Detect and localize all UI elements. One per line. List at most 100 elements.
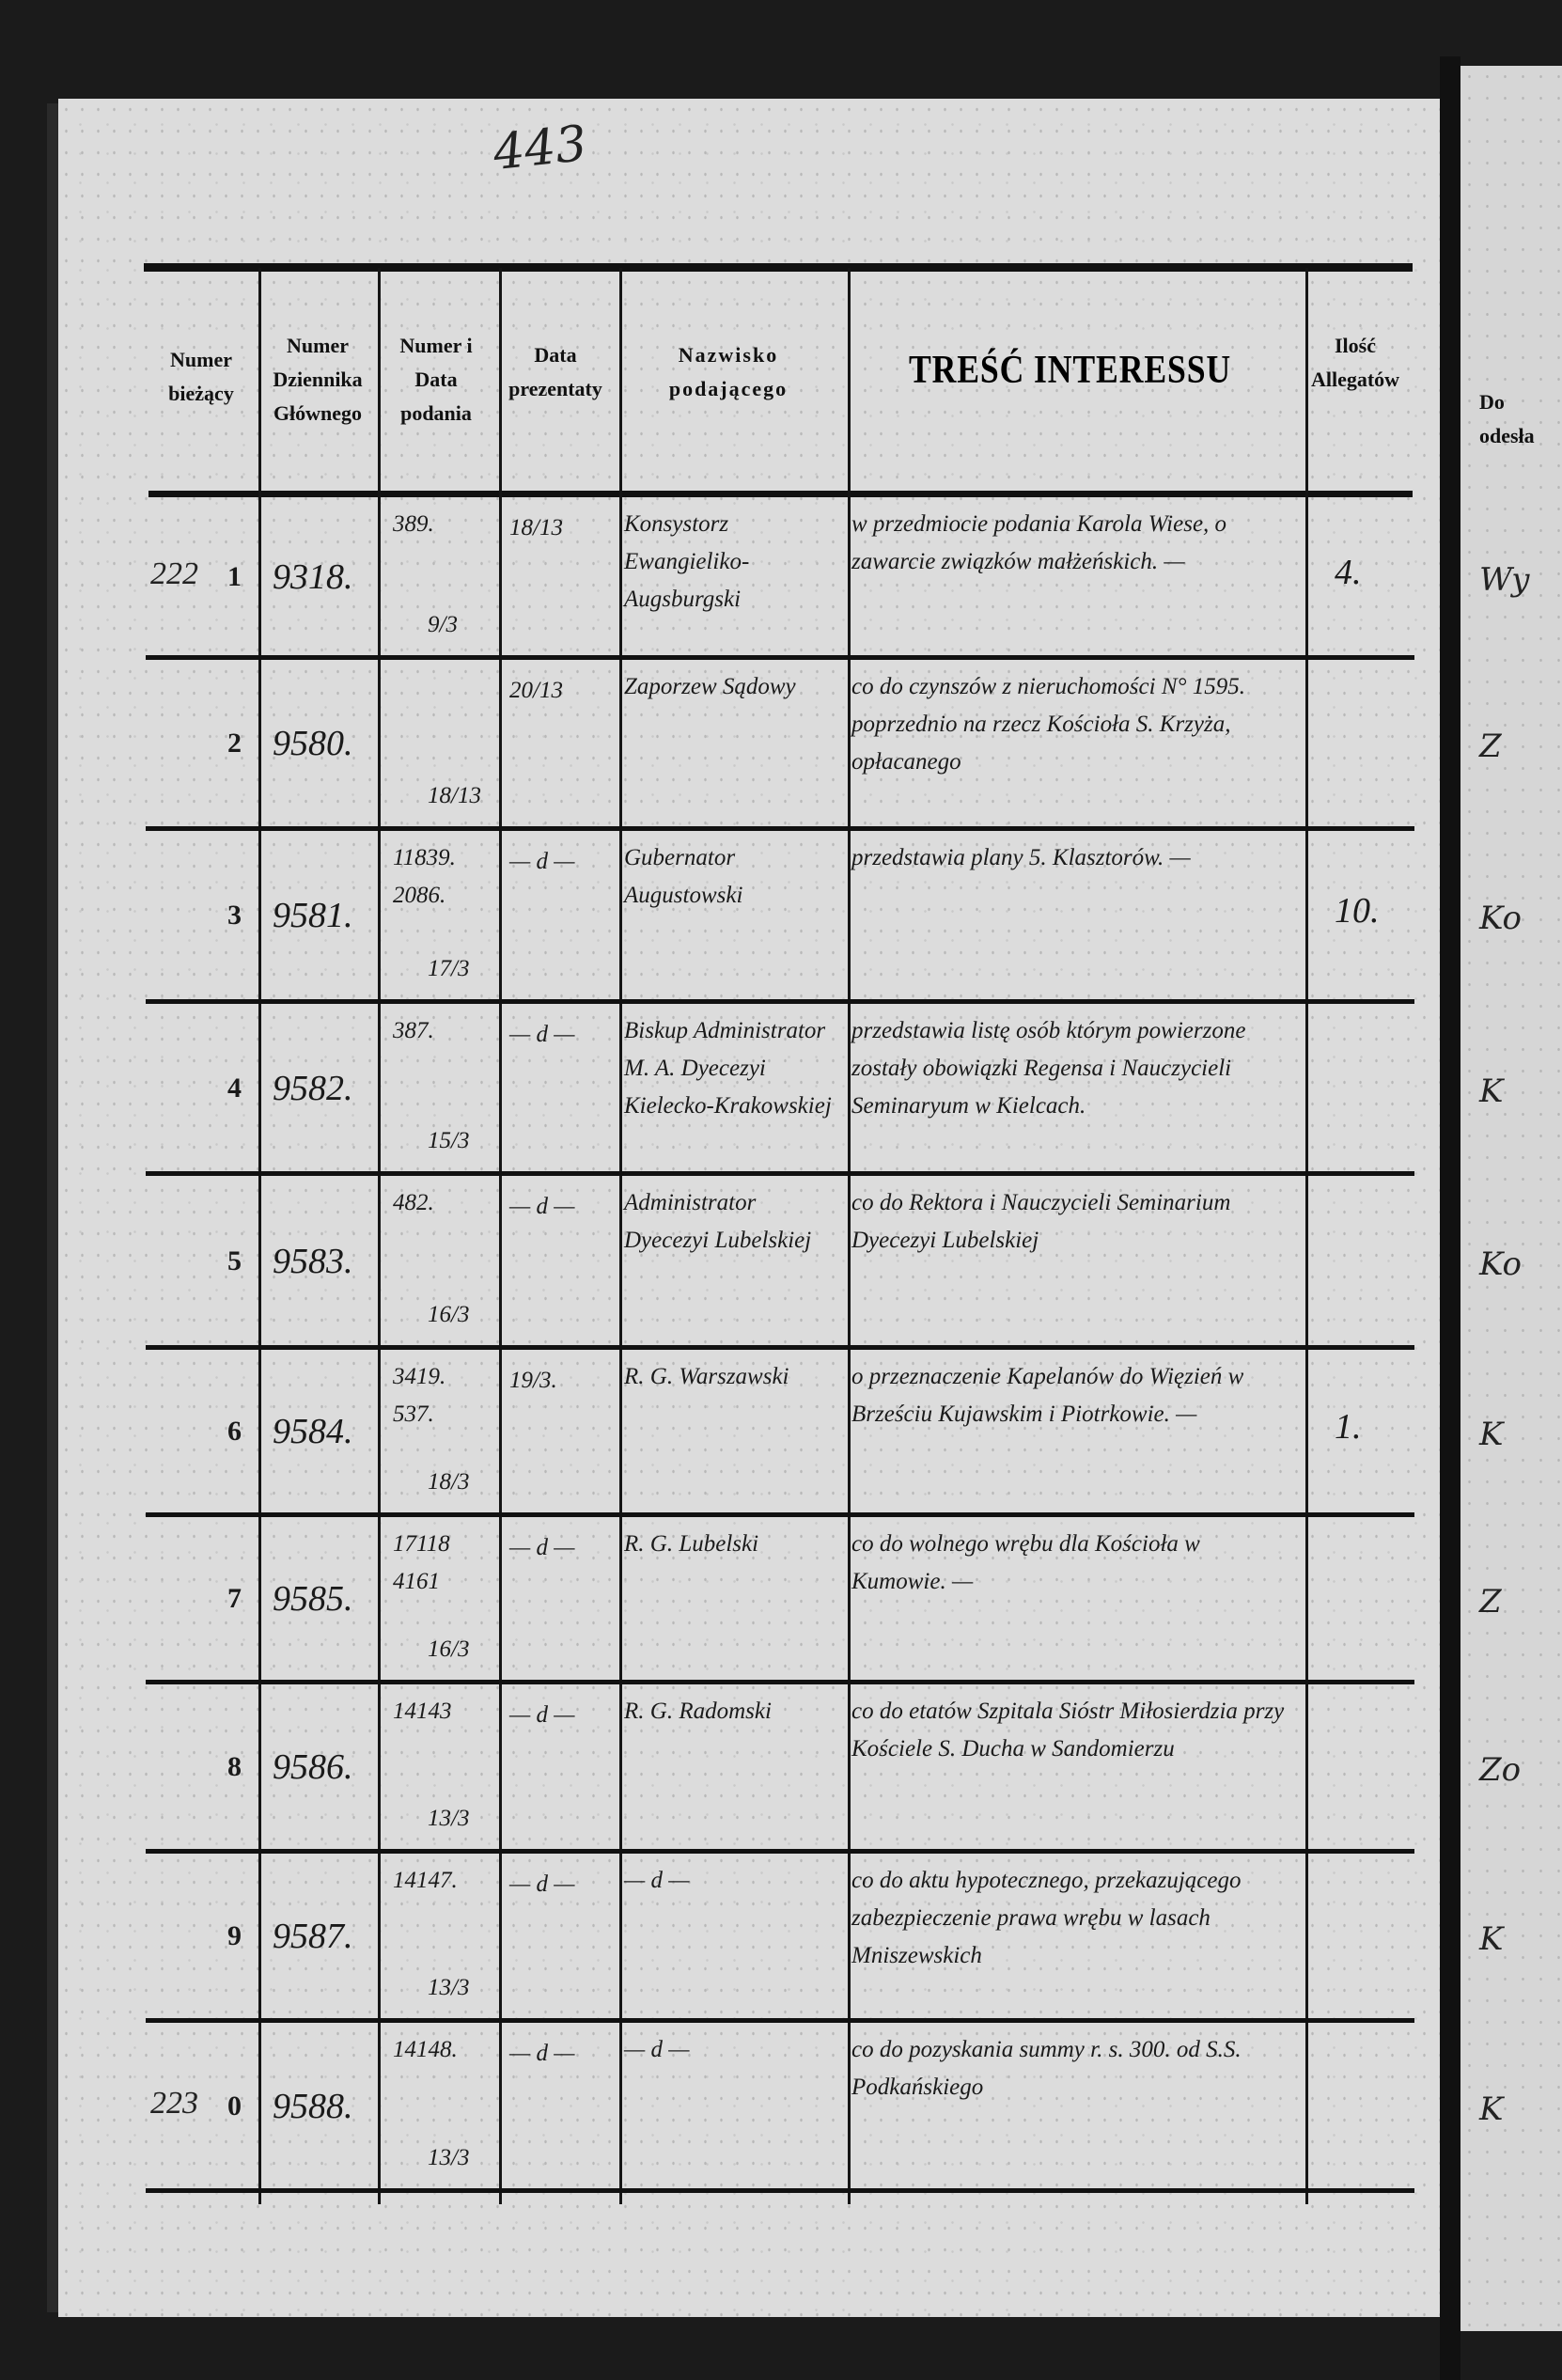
petition-date: 18/13 bbox=[428, 783, 481, 808]
petitioner-name: Zaporzew Sądowy bbox=[624, 674, 796, 699]
column-line bbox=[258, 268, 261, 2204]
ledger-row: 9 9587. 14147. 13/3 — d — — d — co do aktu hyp… bbox=[141, 1855, 1414, 2024]
row-rule bbox=[146, 655, 1414, 660]
presentation-date: 19/3. bbox=[509, 1368, 557, 1393]
petition-number: 14147. bbox=[393, 1868, 458, 1893]
petition-number: 387. bbox=[393, 1018, 434, 1043]
presentation-date: 20/13 bbox=[509, 678, 563, 703]
row-number: 5 bbox=[227, 1245, 242, 1276]
petitioner-name: R. G. Warszawski bbox=[624, 1364, 789, 1389]
row-rule bbox=[146, 826, 1414, 831]
header-numer-dziennika: Numer Dziennika Głównego bbox=[273, 334, 363, 425]
row-rule bbox=[146, 1512, 1414, 1517]
header-ilosc-allegatow: Ilość Allegatów bbox=[1310, 334, 1400, 391]
row-number: 9 bbox=[227, 1920, 242, 1951]
presentation-date: — d — bbox=[509, 1535, 575, 1560]
header-tresc-interessu: TREŚĆ INTERESSU bbox=[908, 349, 1232, 392]
column-line bbox=[618, 268, 622, 2204]
petition-date: 13/3 bbox=[428, 1975, 470, 2000]
petition-date: 17/3 bbox=[428, 956, 470, 981]
presentation-date: — d — bbox=[509, 1871, 575, 1897]
journal-number: 9583. bbox=[273, 1241, 353, 1281]
petitioner-name: Gubernator Augustowski bbox=[624, 845, 743, 908]
presentation-date: — d — bbox=[509, 1022, 575, 1047]
interest-content: co do wolnego wrębu dla Kościoła w Kumow… bbox=[851, 1531, 1200, 1594]
row-margin-number: 222 bbox=[150, 556, 198, 591]
petitioner-name: — d — bbox=[624, 2037, 690, 2062]
petitioner-name: R. G. Radomski bbox=[624, 1699, 772, 1724]
ledger-row: 2 9580. 18/13 20/13 Zaporzew Sądowy co do czy… bbox=[141, 661, 1414, 832]
ledger-row: 6 9584. 3419. 537. 18/3 19/3. R. G. Warszawsk… bbox=[141, 1351, 1414, 1518]
facing-page-fragment: Ko bbox=[1479, 1245, 1522, 1283]
petition-number: 14143 bbox=[393, 1699, 452, 1724]
header-data-prezentaty: Data prezentaty bbox=[508, 343, 602, 400]
journal-number: 9584. bbox=[273, 1412, 353, 1451]
petition-date: 15/3 bbox=[428, 1128, 470, 1153]
interest-content: co do aktu hypotecznego, przekazującego … bbox=[851, 1868, 1242, 1968]
row-number: 6 bbox=[227, 1416, 242, 1447]
journal-number: 9588. bbox=[273, 2086, 353, 2126]
facing-page-fragment: K bbox=[1479, 1072, 1504, 1110]
ledger-row: 222 1 9318. 389. 9/3 18/13 Konsystorz Ewangiel… bbox=[141, 498, 1414, 661]
facing-page-fragment: Z bbox=[1479, 1583, 1502, 1621]
row-number: 2 bbox=[227, 728, 242, 759]
top-rule bbox=[144, 263, 1413, 272]
page-number: 443 bbox=[491, 115, 590, 182]
petition-date: 9/3 bbox=[428, 612, 458, 637]
ledger-page bbox=[58, 99, 1440, 2317]
ledger-row: 4 9582. 387. 15/3 — d — Biskup Administrator … bbox=[141, 1005, 1414, 1177]
facing-header: Do odesła bbox=[1479, 390, 1535, 447]
petition-number: 11839. 2086. bbox=[393, 845, 456, 908]
petition-date: 18/3 bbox=[428, 1469, 470, 1495]
row-rule bbox=[146, 1849, 1414, 1854]
row-number: 1 bbox=[227, 560, 242, 592]
petitioner-name: Administrator Dyecezyi Lubelskiej bbox=[624, 1190, 812, 1253]
header-numer-biezacy: Numer bieżący bbox=[168, 348, 234, 405]
journal-number: 9585. bbox=[273, 1579, 353, 1619]
row-rule bbox=[146, 1345, 1414, 1350]
petition-date: 16/3 bbox=[428, 1302, 470, 1327]
row-rule bbox=[146, 999, 1414, 1004]
row-number: 7 bbox=[227, 1583, 242, 1614]
petition-date: 13/3 bbox=[428, 1806, 470, 1831]
row-rule bbox=[146, 2018, 1414, 2023]
facing-page: Do odesła Wy Z Ko K Ko K Z Zo K K bbox=[1460, 66, 1562, 2331]
presentation-date: — d — bbox=[509, 1702, 575, 1728]
allegates-count: 10. bbox=[1335, 891, 1380, 931]
ledger-row: 3 9581. 11839. 2086. 17/3 — d — Gubernator Au… bbox=[141, 832, 1414, 1005]
ledger-row: 7 9585. 17118 4161 16/3 — d — R. G. Lubelski c… bbox=[141, 1518, 1414, 1685]
column-line bbox=[1304, 268, 1308, 2204]
journal-number: 9587. bbox=[273, 1917, 353, 1956]
row-number: 4 bbox=[227, 1072, 242, 1104]
petition-date: 16/3 bbox=[428, 1636, 470, 1662]
row-rule bbox=[146, 2188, 1414, 2193]
journal-number: 9318. bbox=[273, 556, 353, 597]
column-line bbox=[848, 268, 851, 2204]
interest-content: co do pozyskania summy r. s. 300. od S.S… bbox=[851, 2037, 1242, 2100]
row-number: 8 bbox=[227, 1751, 242, 1782]
presentation-date: — d — bbox=[509, 1194, 575, 1219]
ledger-row: 8 9586. 14143 13/3 — d — R. G. Radomski co do … bbox=[141, 1685, 1414, 1855]
ledger-row: 5 9583. 482. 16/3 — d — Administrator Dyecezy… bbox=[141, 1177, 1414, 1351]
petition-number: 482. bbox=[393, 1190, 434, 1215]
journal-number: 9580. bbox=[273, 724, 353, 763]
row-number: 0 bbox=[227, 2090, 242, 2122]
row-number: 3 bbox=[227, 900, 242, 931]
row-rule bbox=[146, 1171, 1414, 1176]
interest-content: w przedmiocie podania Karola Wiese, o za… bbox=[851, 511, 1227, 574]
interest-content: o przeznaczenie Kapelanów do Więzień w B… bbox=[851, 1364, 1244, 1427]
column-line bbox=[499, 268, 502, 2204]
petitioner-name: Biskup Administrator M. A. Dyecezyi Kiel… bbox=[624, 1018, 832, 1119]
petitioner-name: — d — bbox=[624, 1868, 690, 1893]
petitioner-name: Konsystorz Ewangieliko-Augsburgski bbox=[624, 511, 750, 612]
petition-number: 14148. bbox=[393, 2037, 458, 2062]
presentation-date: 18/13 bbox=[509, 515, 563, 540]
interest-content: co do Rektora i Nauczycieli Seminarium D… bbox=[851, 1190, 1231, 1253]
interest-content: przedstawia listę osób którym powierzone… bbox=[851, 1018, 1246, 1119]
interest-content: przedstawia plany 5. Klasztorów. — bbox=[851, 845, 1191, 870]
facing-page-fragment: K bbox=[1479, 2090, 1504, 2128]
header-nazwisko: Nazwisko podającego bbox=[668, 343, 789, 400]
petition-number: 3419. 537. bbox=[393, 1364, 446, 1427]
header-rule bbox=[148, 491, 1413, 497]
journal-number: 9581. bbox=[273, 896, 353, 935]
